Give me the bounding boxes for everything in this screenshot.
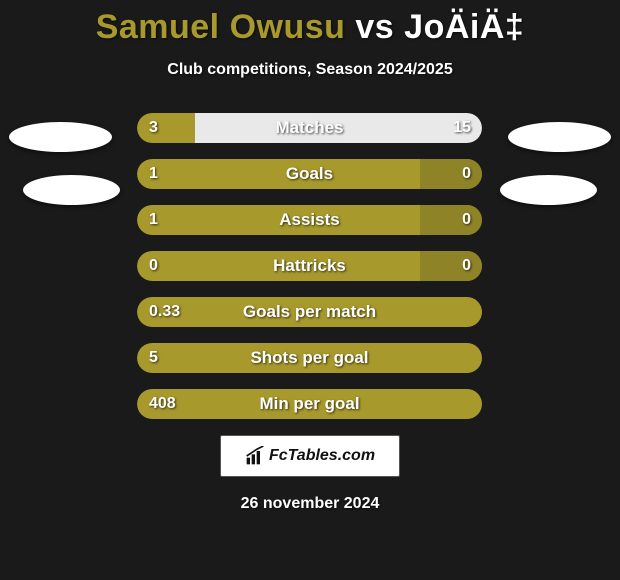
stat-bar-right	[420, 205, 482, 235]
subtitle: Club competitions, Season 2024/2025	[0, 61, 620, 79]
stat-track	[137, 343, 482, 373]
stat-track	[137, 205, 482, 235]
stat-bar-left	[137, 343, 482, 373]
stat-row: Min per goal408	[0, 389, 620, 419]
stat-bar-right	[195, 113, 482, 143]
brand-icon	[245, 446, 265, 466]
stat-bar-left	[137, 113, 195, 143]
stat-track	[137, 297, 482, 327]
stat-row: Shots per goal5	[0, 343, 620, 373]
stat-track	[137, 251, 482, 281]
stat-bar-right	[420, 159, 482, 189]
comparison-chart: Matches315 Goals10 Assists10 Hattricks00 Goa…	[0, 113, 620, 419]
stat-row: Assists10	[0, 205, 620, 235]
brand-badge: FcTables.com	[220, 435, 400, 477]
stat-track	[137, 389, 482, 419]
stat-row: Goals per match0.33	[0, 297, 620, 327]
player2-name: JoÄiÄ‡	[404, 8, 524, 46]
vs-label: vs	[355, 8, 394, 46]
stat-row: Hattricks00	[0, 251, 620, 281]
stat-row: Goals10	[0, 159, 620, 189]
player1-name: Samuel Owusu	[96, 8, 346, 46]
brand-text: FcTables.com	[269, 447, 375, 465]
stat-bar-left	[137, 297, 482, 327]
stat-track	[137, 159, 482, 189]
stat-bar-right	[420, 251, 482, 281]
stat-row: Matches315	[0, 113, 620, 143]
page-title: Samuel Owusu vs JoÄiÄ‡	[0, 0, 620, 47]
footer-date: 26 november 2024	[0, 495, 620, 513]
stat-bar-left	[137, 389, 482, 419]
stat-track	[137, 113, 482, 143]
